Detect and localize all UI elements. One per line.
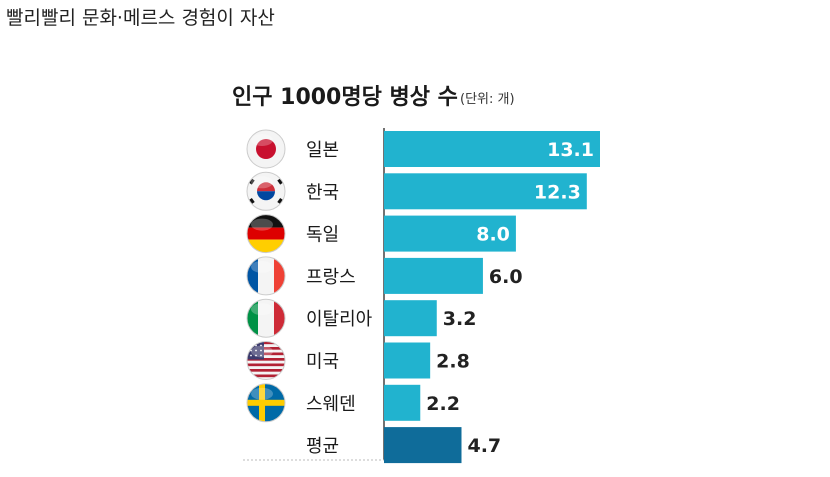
category-label: 프랑스 [306, 267, 356, 288]
value-label: 2.2 [426, 393, 460, 415]
value-label: 12.3 [534, 181, 581, 203]
category-label: 스웨덴 [306, 394, 356, 415]
bar [384, 131, 600, 167]
bar [384, 384, 421, 421]
bar [384, 215, 516, 252]
bar [384, 342, 431, 379]
japan-flag-icon [246, 129, 286, 169]
value-label: 2.8 [436, 351, 470, 373]
category-label: 일본 [306, 140, 339, 161]
category-label: 한국 [306, 182, 339, 203]
plot-area: 일본 13.1 한국 12.3 독일 8.0 프랑스 6.0 이탈리아 3.2 미국 2.8 스웨덴 2.… [243, 128, 600, 464]
bar [384, 173, 587, 210]
bar [384, 300, 437, 337]
sweden-flag-icon [246, 383, 286, 423]
page-headline: 빨리빨리 문화·메르스 경험이 자산 [6, 7, 275, 29]
category-label: 미국 [306, 352, 339, 373]
value-label: 8.0 [476, 224, 510, 246]
value-label: 13.1 [547, 139, 594, 161]
category-label: 이탈리아 [306, 309, 373, 330]
bar [384, 257, 483, 294]
france-flag-icon [246, 256, 286, 296]
average-bar [384, 427, 462, 464]
chart-unit-label: (단위: 개) [460, 92, 515, 107]
category-label: 독일 [306, 225, 339, 246]
germany-flag-icon [246, 214, 286, 254]
value-label: 4.7 [467, 435, 501, 457]
category-label: 평균 [306, 436, 339, 457]
italy-flag-icon [246, 298, 286, 338]
value-label: 6.0 [489, 266, 523, 288]
chart-title: 인구 1000명당 병상 수 [232, 85, 458, 110]
usa-flag-icon [246, 341, 286, 380]
korea-flag-icon [246, 171, 286, 211]
value-label: 3.2 [443, 308, 477, 330]
